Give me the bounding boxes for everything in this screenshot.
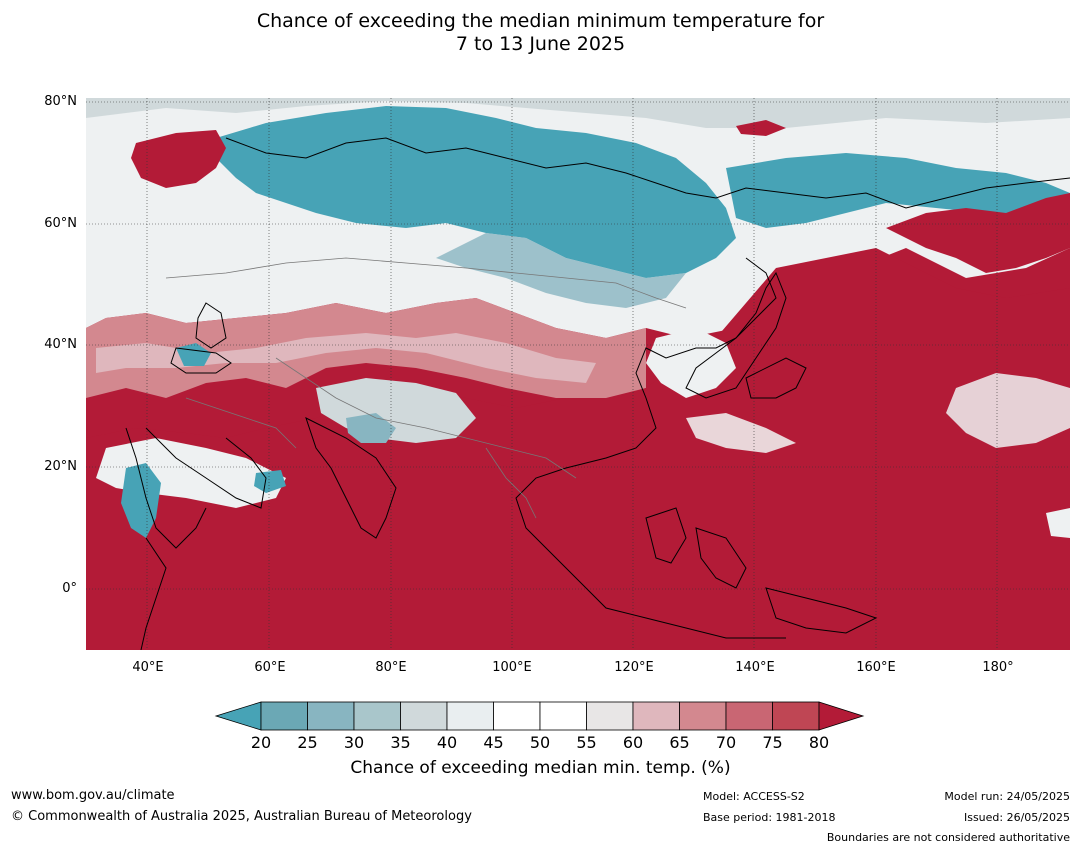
colorbar-segment (772, 701, 820, 731)
colorbar-label: Chance of exceeding median min. temp. (%… (350, 758, 731, 778)
lon-label-180: 180° (982, 660, 1014, 675)
copyright-text: © Commonwealth of Australia 2025, Austra… (11, 809, 472, 824)
forecast-map (86, 98, 1070, 650)
gridlines (86, 98, 1070, 650)
colorbar-segment (586, 701, 634, 731)
colorbar-tick-label: 20 (250, 733, 272, 752)
colorbar-tick-label: 60 (622, 733, 644, 752)
warm-patch-far-east (886, 193, 1070, 273)
arctic-strip (86, 98, 1070, 128)
coastlines (125, 137, 1070, 650)
pale-patch-japan (646, 328, 736, 398)
teal-region-siberia (216, 106, 736, 278)
colorbar-tick-label: 70 (715, 733, 737, 752)
lon-label-40e: 40°E (132, 660, 164, 675)
teal-edge-pale (436, 233, 686, 308)
disclaimer-text: Boundaries are not considered authoritat… (826, 831, 1070, 844)
map-title-line1: Chance of exceeding the median minimum t… (256, 10, 825, 32)
lat-label-60n: 60°N (44, 216, 77, 231)
colorbar-segment (260, 701, 308, 731)
pale-patch-pacific-2 (686, 413, 796, 453)
colorbar-segment (725, 701, 773, 731)
pale-patch-pacific-3 (1046, 508, 1070, 538)
colorbar-segment (493, 701, 541, 731)
pale-patch-pacific-1 (946, 373, 1070, 448)
colorbar (214, 700, 868, 736)
teal-region-northeast (726, 153, 1070, 228)
lat-label-80n: 80°N (44, 94, 77, 109)
lon-label-120e: 120°E (614, 660, 654, 675)
lon-label-160e: 160°E (856, 660, 896, 675)
lat-label-0: 0° (62, 581, 77, 596)
colorbar-tick-label: 40 (436, 733, 458, 752)
colorbar-graphic (214, 701, 865, 731)
colorbar-segment (307, 701, 355, 731)
colorbar-segment (679, 701, 727, 731)
colorbar-segment (353, 701, 401, 731)
colorbar-tick-label: 75 (762, 733, 783, 752)
colorbar-tick-label: 25 (297, 733, 318, 752)
lon-label-100e: 100°E (492, 660, 532, 675)
teal-patch-africa (121, 463, 161, 538)
colorbar-segment (400, 701, 448, 731)
colorbar-segment (632, 701, 680, 731)
colorbar-segment (446, 701, 494, 731)
colorbar-tick-label: 50 (529, 733, 551, 752)
map-canvas (86, 98, 1070, 650)
light-pink-patch (96, 333, 596, 383)
lat-label-20n: 20°N (44, 459, 77, 474)
colorbar-tick-label: 80 (808, 733, 830, 752)
model-text: Model: ACCESS-S2 (703, 790, 805, 803)
lon-label-140e: 140°E (735, 660, 775, 675)
lat-label-40n: 40°N (44, 337, 77, 352)
colorbar-tick-label: 30 (343, 733, 365, 752)
country-borders (165, 257, 687, 519)
colorbar-tick-label: 55 (576, 733, 597, 752)
teal-patch-arabian-sea (254, 470, 286, 493)
model-run-text: Model run: 24/05/2025 (944, 790, 1070, 803)
lon-label-80e: 80°E (375, 660, 407, 675)
teal-patch-tibet (346, 413, 396, 443)
map-title-line2: 7 to 13 June 2025 (455, 33, 626, 55)
warm-region-pacific (86, 248, 1070, 650)
colorbar-tick-label: 45 (483, 733, 504, 752)
website-link[interactable]: www.bom.gov.au/climate (11, 788, 175, 803)
warm-patch-scandinavia (131, 130, 226, 188)
base-period-text: Base period: 1981-2018 (703, 811, 836, 824)
issued-text: Issued: 26/05/2025 (963, 811, 1070, 824)
colorbar-high-extension (818, 701, 865, 731)
colorbar-tick-label: 65 (669, 733, 690, 752)
warm-patch-arctic (736, 120, 786, 136)
lon-label-60e: 60°E (254, 660, 286, 675)
colorbar-low-extension (214, 701, 262, 731)
colorbar-tick-label: 35 (390, 733, 411, 752)
colorbar-segment (539, 701, 587, 731)
